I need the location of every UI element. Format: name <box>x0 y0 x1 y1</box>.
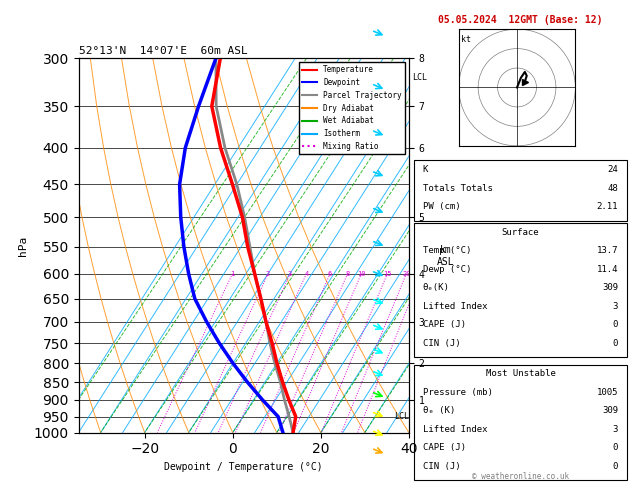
Text: 3: 3 <box>288 271 292 277</box>
Text: 05.05.2024  12GMT (Base: 12): 05.05.2024 12GMT (Base: 12) <box>438 15 603 25</box>
Text: CAPE (J): CAPE (J) <box>423 320 466 329</box>
Text: 3: 3 <box>613 425 618 434</box>
Text: Temp (°C): Temp (°C) <box>423 246 471 255</box>
X-axis label: Dewpoint / Temperature (°C): Dewpoint / Temperature (°C) <box>164 462 323 472</box>
Text: 1: 1 <box>230 271 235 277</box>
Text: 20: 20 <box>402 271 411 277</box>
Y-axis label: hPa: hPa <box>18 235 28 256</box>
Text: 2.11: 2.11 <box>597 202 618 211</box>
Text: Totals Totals: Totals Totals <box>423 184 493 192</box>
Text: CIN (J): CIN (J) <box>423 462 460 470</box>
Text: Pressure (mb): Pressure (mb) <box>423 388 493 397</box>
Text: 309: 309 <box>602 283 618 292</box>
Text: 0: 0 <box>613 462 618 470</box>
Text: 4: 4 <box>304 271 308 277</box>
Text: © weatheronline.co.uk: © weatheronline.co.uk <box>472 472 569 481</box>
Text: LCL: LCL <box>412 72 427 82</box>
Text: Lifted Index: Lifted Index <box>423 302 487 311</box>
Text: CIN (J): CIN (J) <box>423 339 460 347</box>
Text: θₑ(K): θₑ(K) <box>423 283 450 292</box>
Y-axis label: km
ASL: km ASL <box>437 245 454 267</box>
Text: 11.4: 11.4 <box>597 265 618 274</box>
Text: 15: 15 <box>383 271 392 277</box>
Text: 52°13'N  14°07'E  60m ASL: 52°13'N 14°07'E 60m ASL <box>79 46 247 56</box>
Text: Lifted Index: Lifted Index <box>423 425 487 434</box>
Text: LCL: LCL <box>394 412 409 421</box>
Text: 48: 48 <box>608 184 618 192</box>
Text: PW (cm): PW (cm) <box>423 202 460 211</box>
Text: 0: 0 <box>613 320 618 329</box>
Text: Dewp (°C): Dewp (°C) <box>423 265 471 274</box>
Text: 309: 309 <box>602 406 618 415</box>
Text: CAPE (J): CAPE (J) <box>423 443 466 452</box>
Text: 6: 6 <box>328 271 332 277</box>
Text: θₑ (K): θₑ (K) <box>423 406 455 415</box>
Text: Most Unstable: Most Unstable <box>486 369 555 378</box>
Text: 3: 3 <box>613 302 618 311</box>
Text: 8: 8 <box>345 271 350 277</box>
Text: 24: 24 <box>608 165 618 174</box>
Text: kt: kt <box>461 35 471 44</box>
Legend: Temperature, Dewpoint, Parcel Trajectory, Dry Adiabat, Wet Adiabat, Isotherm, Mi: Temperature, Dewpoint, Parcel Trajectory… <box>299 62 405 154</box>
Text: 2: 2 <box>266 271 270 277</box>
Text: K: K <box>423 165 428 174</box>
Text: 0: 0 <box>613 339 618 347</box>
Text: 13.7: 13.7 <box>597 246 618 255</box>
Text: 1005: 1005 <box>597 388 618 397</box>
Text: 10: 10 <box>357 271 365 277</box>
Text: 0: 0 <box>613 443 618 452</box>
Text: Surface: Surface <box>502 228 539 237</box>
